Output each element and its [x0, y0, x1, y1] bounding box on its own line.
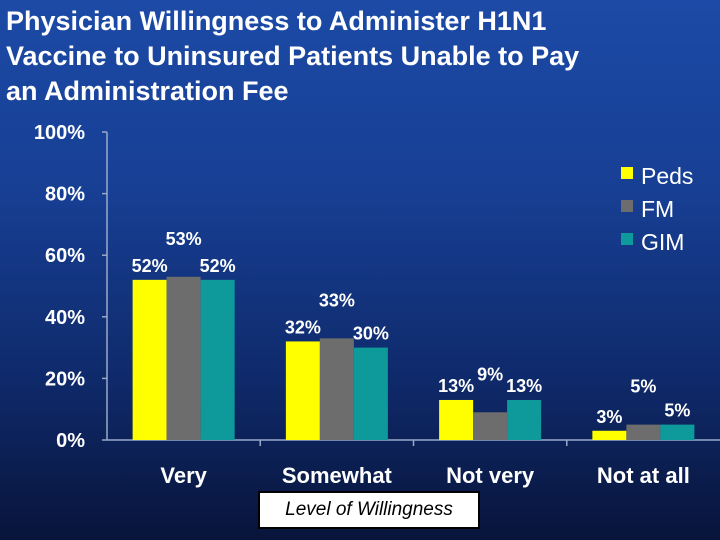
y-tick-label: 80%: [45, 184, 85, 206]
legend-swatch-gim: [621, 233, 633, 245]
category-label: Very: [160, 463, 207, 488]
data-label: 30%: [353, 324, 389, 344]
data-label: 53%: [166, 229, 202, 249]
data-label: 33%: [319, 290, 355, 310]
bar-peds: [439, 399, 474, 440]
bar-peds: [592, 430, 627, 440]
data-label: 13%: [438, 376, 474, 396]
bar-peds: [132, 279, 167, 440]
bar-gim: [660, 424, 695, 440]
chart-title-line: Physician Willingness to Administer H1N1: [6, 6, 547, 36]
bar-fm: [473, 412, 508, 440]
legend-label: FM: [641, 196, 674, 222]
y-tick-label: 20%: [45, 368, 85, 390]
category-label: Not very: [446, 463, 535, 488]
data-label: 3%: [596, 407, 622, 427]
y-tick-label: 100%: [34, 122, 85, 144]
bar-gim: [507, 399, 542, 440]
data-label: 52%: [132, 256, 168, 276]
y-tick-label: 40%: [45, 307, 85, 329]
category-label: Somewhat: [282, 463, 393, 488]
bar-peds: [285, 341, 320, 440]
chart-title-line: Vaccine to Uninsured Patients Unable to …: [6, 41, 580, 71]
chart-title-line: an Administration Fee: [6, 76, 289, 106]
legend-label: Peds: [641, 163, 693, 189]
bar-gim: [200, 279, 235, 440]
category-label: Not at all: [597, 463, 690, 488]
legend-label: GIM: [641, 229, 684, 255]
data-label: 52%: [200, 256, 236, 276]
x-axis-label: Level of Willingness: [285, 499, 453, 520]
bar-fm: [319, 338, 354, 440]
bar-fm: [166, 276, 201, 440]
bar-gim: [353, 347, 388, 440]
y-tick-label: 0%: [56, 430, 85, 452]
x-axis-label-box: Level of Willingness: [258, 491, 480, 529]
legend-swatch-peds: [621, 167, 633, 179]
y-tick-label: 60%: [45, 245, 85, 267]
data-label: 5%: [630, 377, 656, 397]
data-label: 5%: [664, 401, 690, 421]
chart-title: Physician Willingness to Administer H1N1…: [6, 4, 706, 109]
data-label: 32%: [285, 317, 321, 337]
data-label: 13%: [506, 376, 542, 396]
data-label: 9%: [477, 364, 503, 384]
legend-swatch-fm: [621, 200, 633, 212]
bar-fm: [626, 424, 661, 440]
